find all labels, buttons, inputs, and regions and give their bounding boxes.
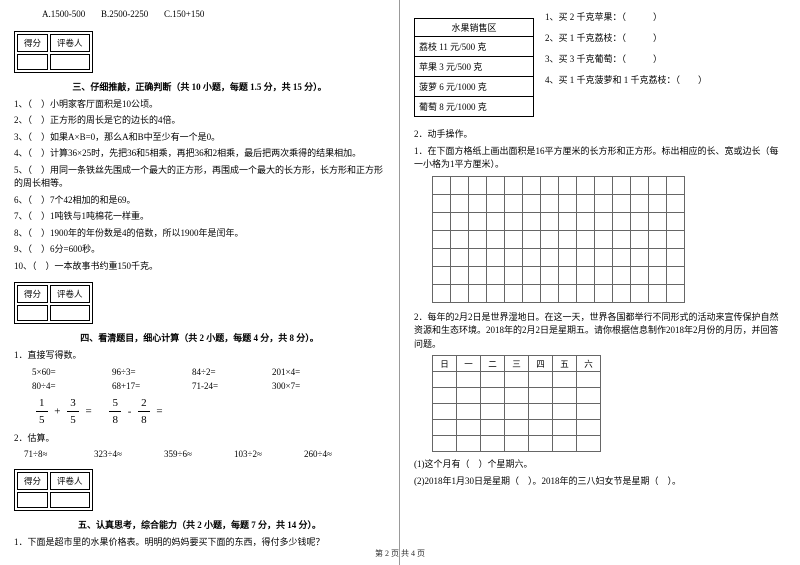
p2a: 1．在下面方格纸上画出面积是16平方厘米的长方形和正方形。标出相应的长、宽或边长… — [414, 145, 786, 172]
pc1: (1)这个月有（ ）个星期六。 — [414, 458, 786, 472]
p2b: 2．每年的2月2日是世界湿地日。在这一天，世界各国都举行不同形式的活动来宣传保护… — [414, 311, 786, 352]
calc-row: 71÷8≈ 323÷4≈ 359÷6≈ 103÷2≈ 260÷4≈ — [24, 449, 385, 459]
q: 10、（ ）一本故事书约重150千克。 — [14, 260, 385, 274]
section3-title: 三、仔细推敲，正确判断（共 10 小题，每题 1.5 分，共 15 分）。 — [14, 80, 385, 93]
opt-b: B.2500-2250 — [101, 9, 148, 19]
q: 2、（ ）正方形的周长是它的边长的4倍。 — [14, 114, 385, 128]
score-box: 得分评卷人 — [14, 469, 93, 511]
q: 1、（ ）小明家客厅面积是10公顷。 — [14, 98, 385, 112]
sub: 1．直接写得数。 — [14, 349, 385, 363]
q: 8、（ ）1900年的年份数是4的倍数，所以1900年是闰年。 — [14, 227, 385, 241]
opt-c: C.150+150 — [164, 9, 204, 19]
calc-row: 80÷4=68+17=71-24=300×7= — [32, 381, 385, 391]
score-box: 得分评卷人 — [14, 282, 93, 324]
score-box: 得分评卷人 — [14, 31, 93, 73]
pc2: (2)2018年1月30日是星期（ ）。2018年的三八妇女节是星期（ ）。 — [414, 475, 786, 489]
fruit-questions: 1、买 2 千克苹果：（ ） 2、买 1 千克荔枝：（ ） 3、买 3 千克葡萄… — [545, 10, 785, 94]
p2: 2．动手操作。 — [414, 128, 786, 142]
q: 9、（ ）6分=600秒。 — [14, 243, 385, 257]
section4-title: 四、看清题目，细心计算（共 2 小题，每题 4 分，共 8 分）。 — [14, 331, 385, 344]
q: 6、（ ）7个42相加的和是69。 — [14, 194, 385, 208]
page-footer: 第 2 页 共 4 页 — [0, 548, 800, 559]
sub: 2．估算。 — [14, 432, 385, 446]
q: 3、（ ）如果A×B=0，那么A和B中至少有一个是0。 — [14, 131, 385, 145]
fruit-price-box: 水果销售区 荔枝 11 元/500 克 苹果 3 元/500 克 菠萝 6 元/… — [414, 18, 534, 117]
section5-title: 五、认真思考，综合能力（共 2 小题，每题 7 分，共 14 分）。 — [14, 518, 385, 531]
opt-a: A.1500-500 — [42, 9, 85, 19]
calendar: 日一二 三四五六 — [432, 355, 601, 452]
calc-row: 5×60=96÷3=84÷2=201×4= — [32, 367, 385, 377]
q: 7、（ ）1吨铁与1吨棉花一样重。 — [14, 210, 385, 224]
q: 4、（ ）计算36×25时，先把36和5相乘，再把36和2相乘，最后把两次乘得的… — [14, 147, 385, 161]
fraction-row: 15 + 35 = 58 - 28 = — [32, 395, 385, 429]
grid-16cm — [432, 176, 685, 303]
q: 5、（ ）用同一条铁丝先围成一个最大的正方形，再围成一个最大的长方形，长方形和正… — [14, 164, 385, 191]
